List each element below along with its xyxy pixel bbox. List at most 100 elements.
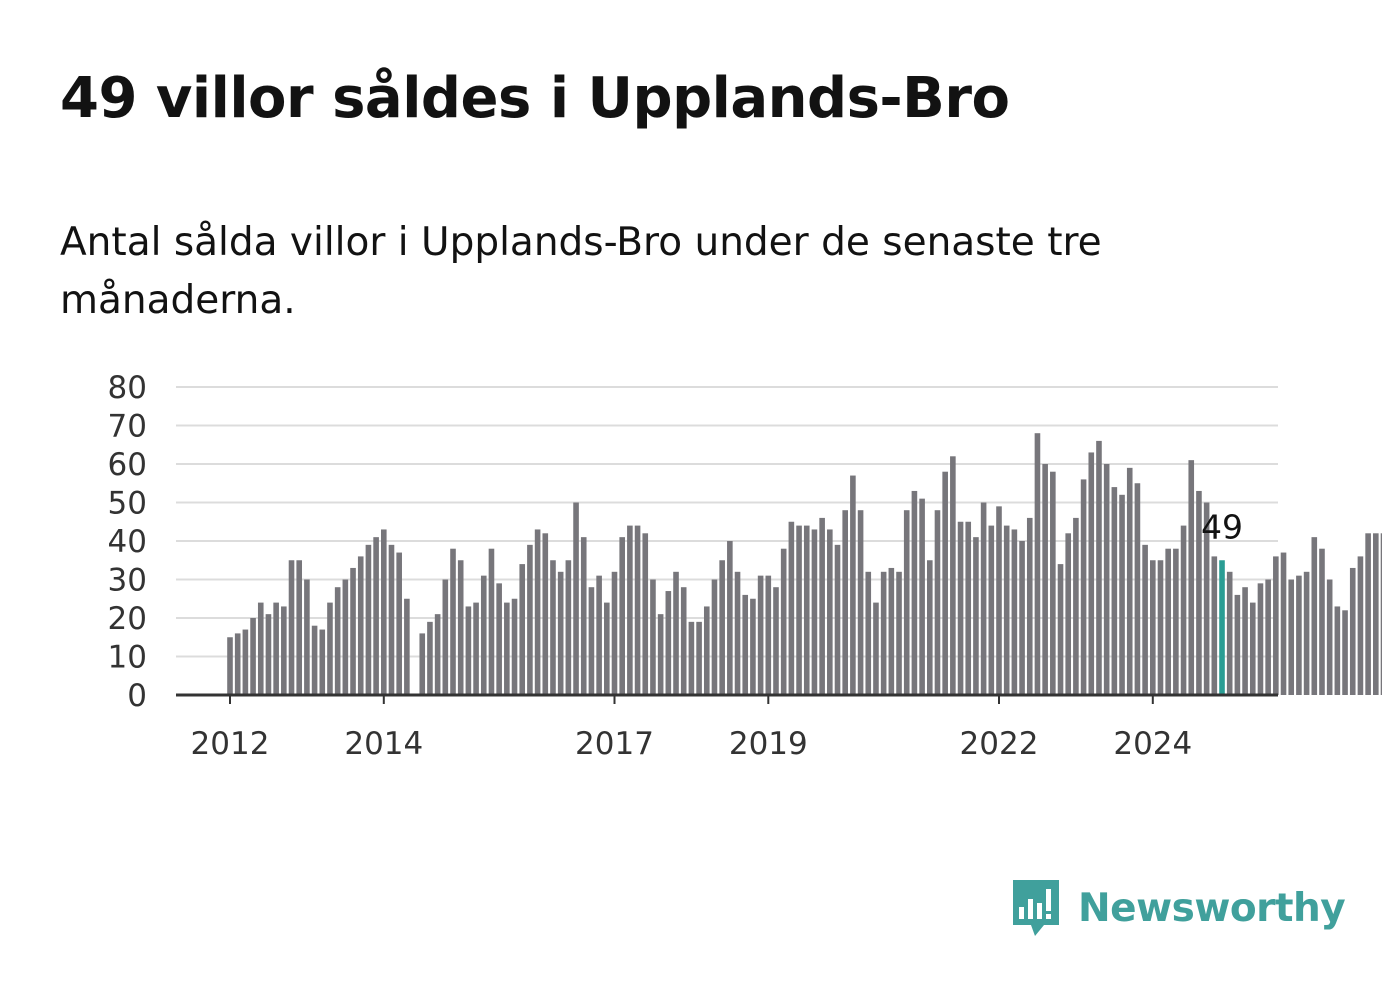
bar: [450, 548, 456, 695]
bar: [327, 602, 333, 695]
bar: [973, 537, 979, 695]
bar: [550, 560, 556, 695]
bar: [227, 637, 233, 695]
bar: [1180, 525, 1187, 695]
bar: [1234, 594, 1241, 695]
bar: [750, 598, 756, 695]
bar: [257, 602, 264, 695]
bar: [588, 587, 595, 695]
newsworthy-brand: Newsworthy: [1010, 876, 1346, 940]
bar: [373, 537, 379, 695]
bar: [611, 571, 618, 695]
bar: [703, 606, 710, 695]
bar: [727, 541, 733, 695]
y-tick-label: 50: [108, 486, 147, 522]
y-tick-label: 0: [127, 678, 147, 714]
bar: [480, 575, 487, 695]
y-tick-label: 80: [108, 370, 147, 406]
y-tick-label: 60: [108, 447, 147, 483]
bar: [1319, 548, 1325, 695]
bar: [504, 602, 510, 695]
bar: [1265, 579, 1271, 695]
bar: [1380, 533, 1382, 695]
bar: [719, 560, 725, 695]
bar: [796, 525, 802, 695]
y-tick-label: 20: [108, 601, 147, 637]
bar: [1257, 583, 1264, 695]
bar: [880, 571, 887, 695]
x-tick-label: 2014: [344, 726, 423, 762]
y-tick-label: 30: [108, 563, 147, 599]
bar: [934, 510, 941, 695]
bar: [1134, 483, 1141, 695]
bar: [311, 625, 318, 695]
bar: [419, 633, 426, 695]
bar: [434, 614, 441, 695]
bar: [773, 587, 779, 695]
bar: [565, 560, 572, 695]
y-tick-label: 10: [108, 640, 147, 676]
bar: [388, 544, 395, 695]
bar: [511, 598, 518, 695]
bar: [780, 548, 787, 695]
x-tick-label: 2019: [729, 726, 808, 762]
bar: [896, 571, 902, 695]
bar: [488, 548, 495, 695]
bar: [1303, 571, 1310, 695]
bar: [827, 529, 833, 695]
bar: [381, 529, 387, 695]
bar: [673, 571, 679, 695]
bar: [1357, 556, 1364, 695]
y-tick-label: 40: [108, 524, 147, 560]
bar: [596, 575, 602, 695]
bar: [342, 579, 349, 695]
bar: [1080, 479, 1087, 695]
bar: [1196, 490, 1202, 695]
bar: [334, 587, 341, 695]
bar: [557, 571, 564, 695]
bar: [1019, 541, 1025, 695]
bar: [580, 537, 587, 695]
bar: [688, 621, 695, 695]
x-tick-label: 2017: [575, 726, 654, 762]
bar: [357, 556, 364, 695]
x-tick-label: 2024: [1113, 726, 1192, 762]
bar: [1280, 552, 1287, 695]
bar: [665, 591, 672, 695]
bar: [650, 579, 656, 695]
bar: [442, 579, 449, 695]
bar: [1103, 464, 1110, 695]
bar: [696, 621, 702, 695]
chart-subtitle: Antal sålda villor i Upplands-Bro under …: [60, 220, 1102, 323]
bar: [519, 564, 526, 695]
bar: [304, 579, 310, 695]
bar: [711, 579, 718, 695]
bar: [350, 567, 356, 695]
y-tick-label: 70: [108, 409, 147, 445]
bar: [873, 602, 879, 695]
bar: [1042, 464, 1048, 695]
bar: [457, 560, 464, 695]
bar: [1249, 602, 1256, 695]
bar: [965, 521, 972, 695]
x-tick-label: 2022: [960, 726, 1039, 762]
bar: [527, 544, 533, 695]
bar: [404, 598, 410, 695]
bar: [842, 510, 848, 695]
bar: [980, 502, 987, 695]
bar: [680, 587, 687, 695]
bar: [1050, 471, 1056, 695]
bar: [857, 510, 864, 695]
bar: [903, 510, 910, 695]
bar: [888, 567, 895, 695]
bar: [834, 544, 841, 695]
bar: [619, 537, 625, 695]
value-label: 49: [1201, 507, 1243, 546]
bar: [1034, 433, 1041, 695]
bar: [1226, 571, 1233, 695]
bar: [1003, 525, 1010, 695]
bar: [1242, 587, 1248, 695]
bar: [865, 571, 872, 695]
bar: [396, 552, 402, 695]
